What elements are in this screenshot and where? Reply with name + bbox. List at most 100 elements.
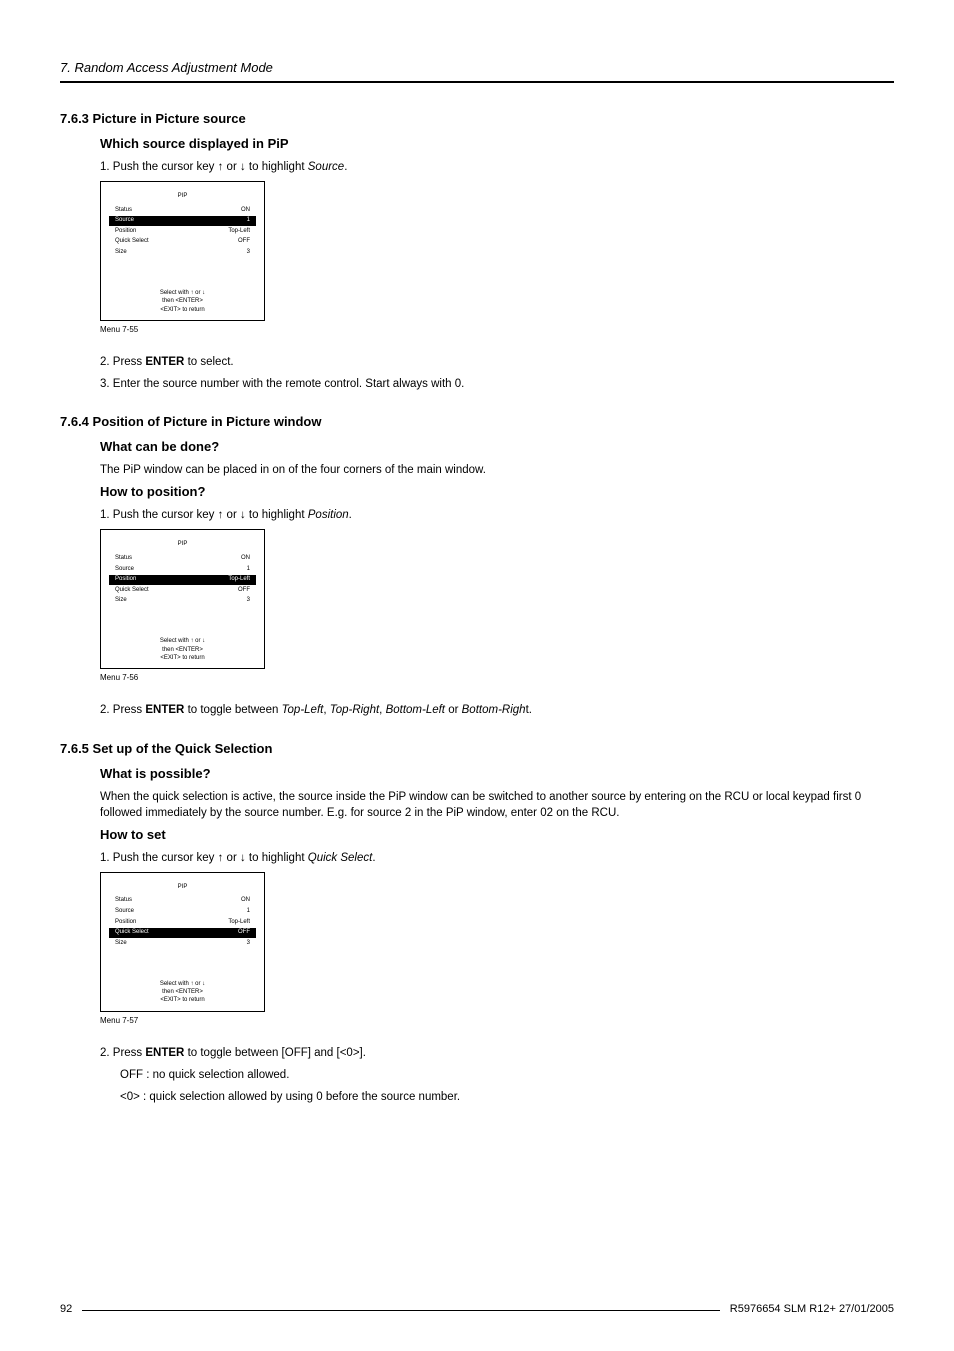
menu-caption: Menu 7-56 [100,673,894,682]
label: Size [115,596,127,606]
menu-caption: Menu 7-55 [100,325,894,334]
text: to toggle between [184,704,281,716]
menu-row: Size 3 [109,939,256,949]
text: Select with ↑ or ↓ [109,980,256,988]
label: Position [115,918,136,928]
text: to select. [184,356,233,368]
text-bold: ENTER [145,704,184,716]
menu-row: Position Top-Left [109,227,256,237]
page-footer: 92 R5976654 SLM R12+ 27/01/2005 [60,1303,894,1315]
menu-row: Status ON [109,896,256,906]
menu-row: Quick SelectOFF [109,586,256,596]
label: Position [115,227,136,237]
text: 2. Press [100,1047,145,1059]
step: 1. Push the cursor key ↑ or ↓ to highlig… [100,850,894,866]
text-em: Top-Left [282,704,324,716]
body-text: When the quick selection is active, the … [100,789,894,821]
menu-box: PIP StatusON Source1 Position Top-Left Qu… [100,529,265,669]
label: Quick Select [115,928,149,938]
menu-footer: Select with ↑ or ↓ then <ENTER> <EXIT> t… [109,289,256,314]
menu-row: Quick Select OFF [109,237,256,247]
menu-box: PIP Status ON Source 1 Position Top-Left Qu… [100,181,265,321]
menu-items: Status ON Source 1 Position Top-Left Quick … [109,206,256,258]
value: 1 [247,216,250,226]
subsection-title: How to position? [100,484,894,499]
body-text: The PiP window can be placed in on of th… [100,462,894,478]
menu-row: Position Top-Left [109,918,256,928]
section-763: 7.6.3 Picture in Picture source Which so… [60,111,894,392]
chapter-rule [60,81,894,83]
menu-row: Status ON [109,206,256,216]
text: to toggle between [OFF] and [<0>]. [184,1047,366,1059]
value: 3 [247,939,250,949]
label: Status [115,896,132,906]
section-765: 7.6.5 Set up of the Quick Selection What… [60,741,894,1106]
section-title: 7.6.4 Position of Picture in Picture win… [60,414,894,429]
label: Position [115,575,136,585]
text: then <ENTER> [109,988,256,996]
text: Select with ↑ or ↓ [109,637,256,645]
menu-title: PIP [109,883,256,893]
text: 1. Push the cursor key ↑ or ↓ to highlig… [100,852,308,864]
text: then <ENTER> [109,646,256,654]
value: 1 [247,565,250,575]
menu-caption: Menu 7-57 [100,1016,894,1025]
body-text: <0> : quick selection allowed by using 0… [120,1089,894,1105]
menu-items: Status ON Source1 Position Top-Left Quick … [109,896,256,948]
label: Size [115,939,127,949]
section-764: 7.6.4 Position of Picture in Picture win… [60,414,894,718]
subsection-title: How to set [100,827,894,842]
step: 2. Press ENTER to select. [100,354,894,370]
menu-row-highlighted: Source 1 [109,216,256,226]
menu-row: Source1 [109,907,256,917]
value: ON [241,206,250,216]
text: then <ENTER> [109,297,256,305]
value: 3 [247,248,250,258]
label: Quick Select [115,586,149,596]
section-title: 7.6.5 Set up of the Quick Selection [60,741,894,756]
text-bold: ENTER [145,356,184,368]
menu-title: PIP [109,540,256,550]
menu-row: StatusON [109,554,256,564]
label: Status [115,206,132,216]
footer-rule [82,1310,720,1311]
text: . [349,509,352,521]
text: . [372,852,375,864]
menu-row: Size3 [109,248,256,258]
text: 1. Push the cursor key ↑ or ↓ to highlig… [100,509,308,521]
text: or [445,704,462,716]
text: <EXIT> to return [109,306,256,314]
value: Top-Left [228,575,250,585]
text-em: Bottom-Righ [462,704,526,716]
menu-footer: Select with ↑ or ↓ then <ENTER> <EXIT> t… [109,980,256,1005]
value: Top-Left [228,227,250,237]
menu-row: Source1 [109,565,256,575]
menu-title: PIP [109,192,256,202]
value: OFF [238,237,250,247]
page-number: 92 [60,1303,72,1315]
menu-items: StatusON Source1 Position Top-Left Quick … [109,554,256,606]
label: Status [115,554,132,564]
body-text: OFF : no quick selection allowed. [120,1067,894,1083]
value: ON [241,896,250,906]
subsection-title: What can be done? [100,439,894,454]
label: Source [115,216,134,226]
menu-row-highlighted: Quick Select OFF [109,928,256,938]
value: OFF [238,928,250,938]
label: Quick Select [115,237,149,247]
text: 1. Push the cursor key ↑ or ↓ to highlig… [100,161,308,173]
text-em: Quick Select [308,852,373,864]
text: t. [526,704,532,716]
chapter-header: 7. Random Access Adjustment Mode [60,60,894,75]
menu-row: Size 3 [109,596,256,606]
step: 2. Press ENTER to toggle between Top-Lef… [100,702,894,718]
label: Source [115,907,134,917]
section-title: 7.6.3 Picture in Picture source [60,111,894,126]
menu-box: PIP Status ON Source1 Position Top-Left Qu… [100,872,265,1012]
value: 3 [247,596,250,606]
step: 1. Push the cursor key ↑ or ↓ to highlig… [100,159,894,175]
text: <EXIT> to return [109,996,256,1004]
menu-row-highlighted: Position Top-Left [109,575,256,585]
value: Top-Left [228,918,250,928]
menu-footer: Select with ↑ or ↓ then <ENTER> <EXIT> t… [109,637,256,662]
